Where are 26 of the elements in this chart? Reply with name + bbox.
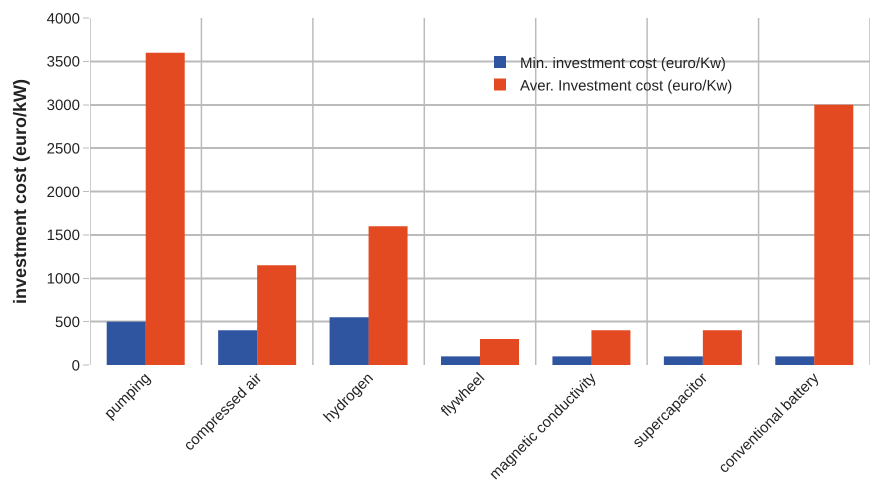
bar [591,330,630,365]
y-tick-label: 0 [72,357,80,374]
y-axis-title: investment cost (euro/kW) [10,78,30,304]
legend-label: Aver. Investment cost (euro/Kw) [520,77,732,94]
bar [146,52,185,365]
y-tick-label: 2500 [46,140,80,158]
y-tick-label: 1000 [46,270,80,288]
y-tick-label: 500 [54,314,80,331]
y-tick-label: 3500 [46,54,80,71]
bar [775,356,814,365]
bar [368,226,408,365]
y-tick-label: 4000 [46,10,80,28]
bar [106,322,146,365]
bar [480,338,519,365]
bar [441,356,480,365]
bar [702,330,742,365]
bar [218,330,258,365]
y-tick-label: 2000 [46,184,80,201]
legend-label: Min. investment cost (euro/Kw) [520,54,726,72]
bar [664,356,703,365]
y-tick-label: 3000 [46,97,80,114]
bar [814,104,854,365]
y-tick-label: 1500 [46,227,80,244]
bar [552,356,592,365]
bar [257,265,296,365]
bar [330,317,369,365]
